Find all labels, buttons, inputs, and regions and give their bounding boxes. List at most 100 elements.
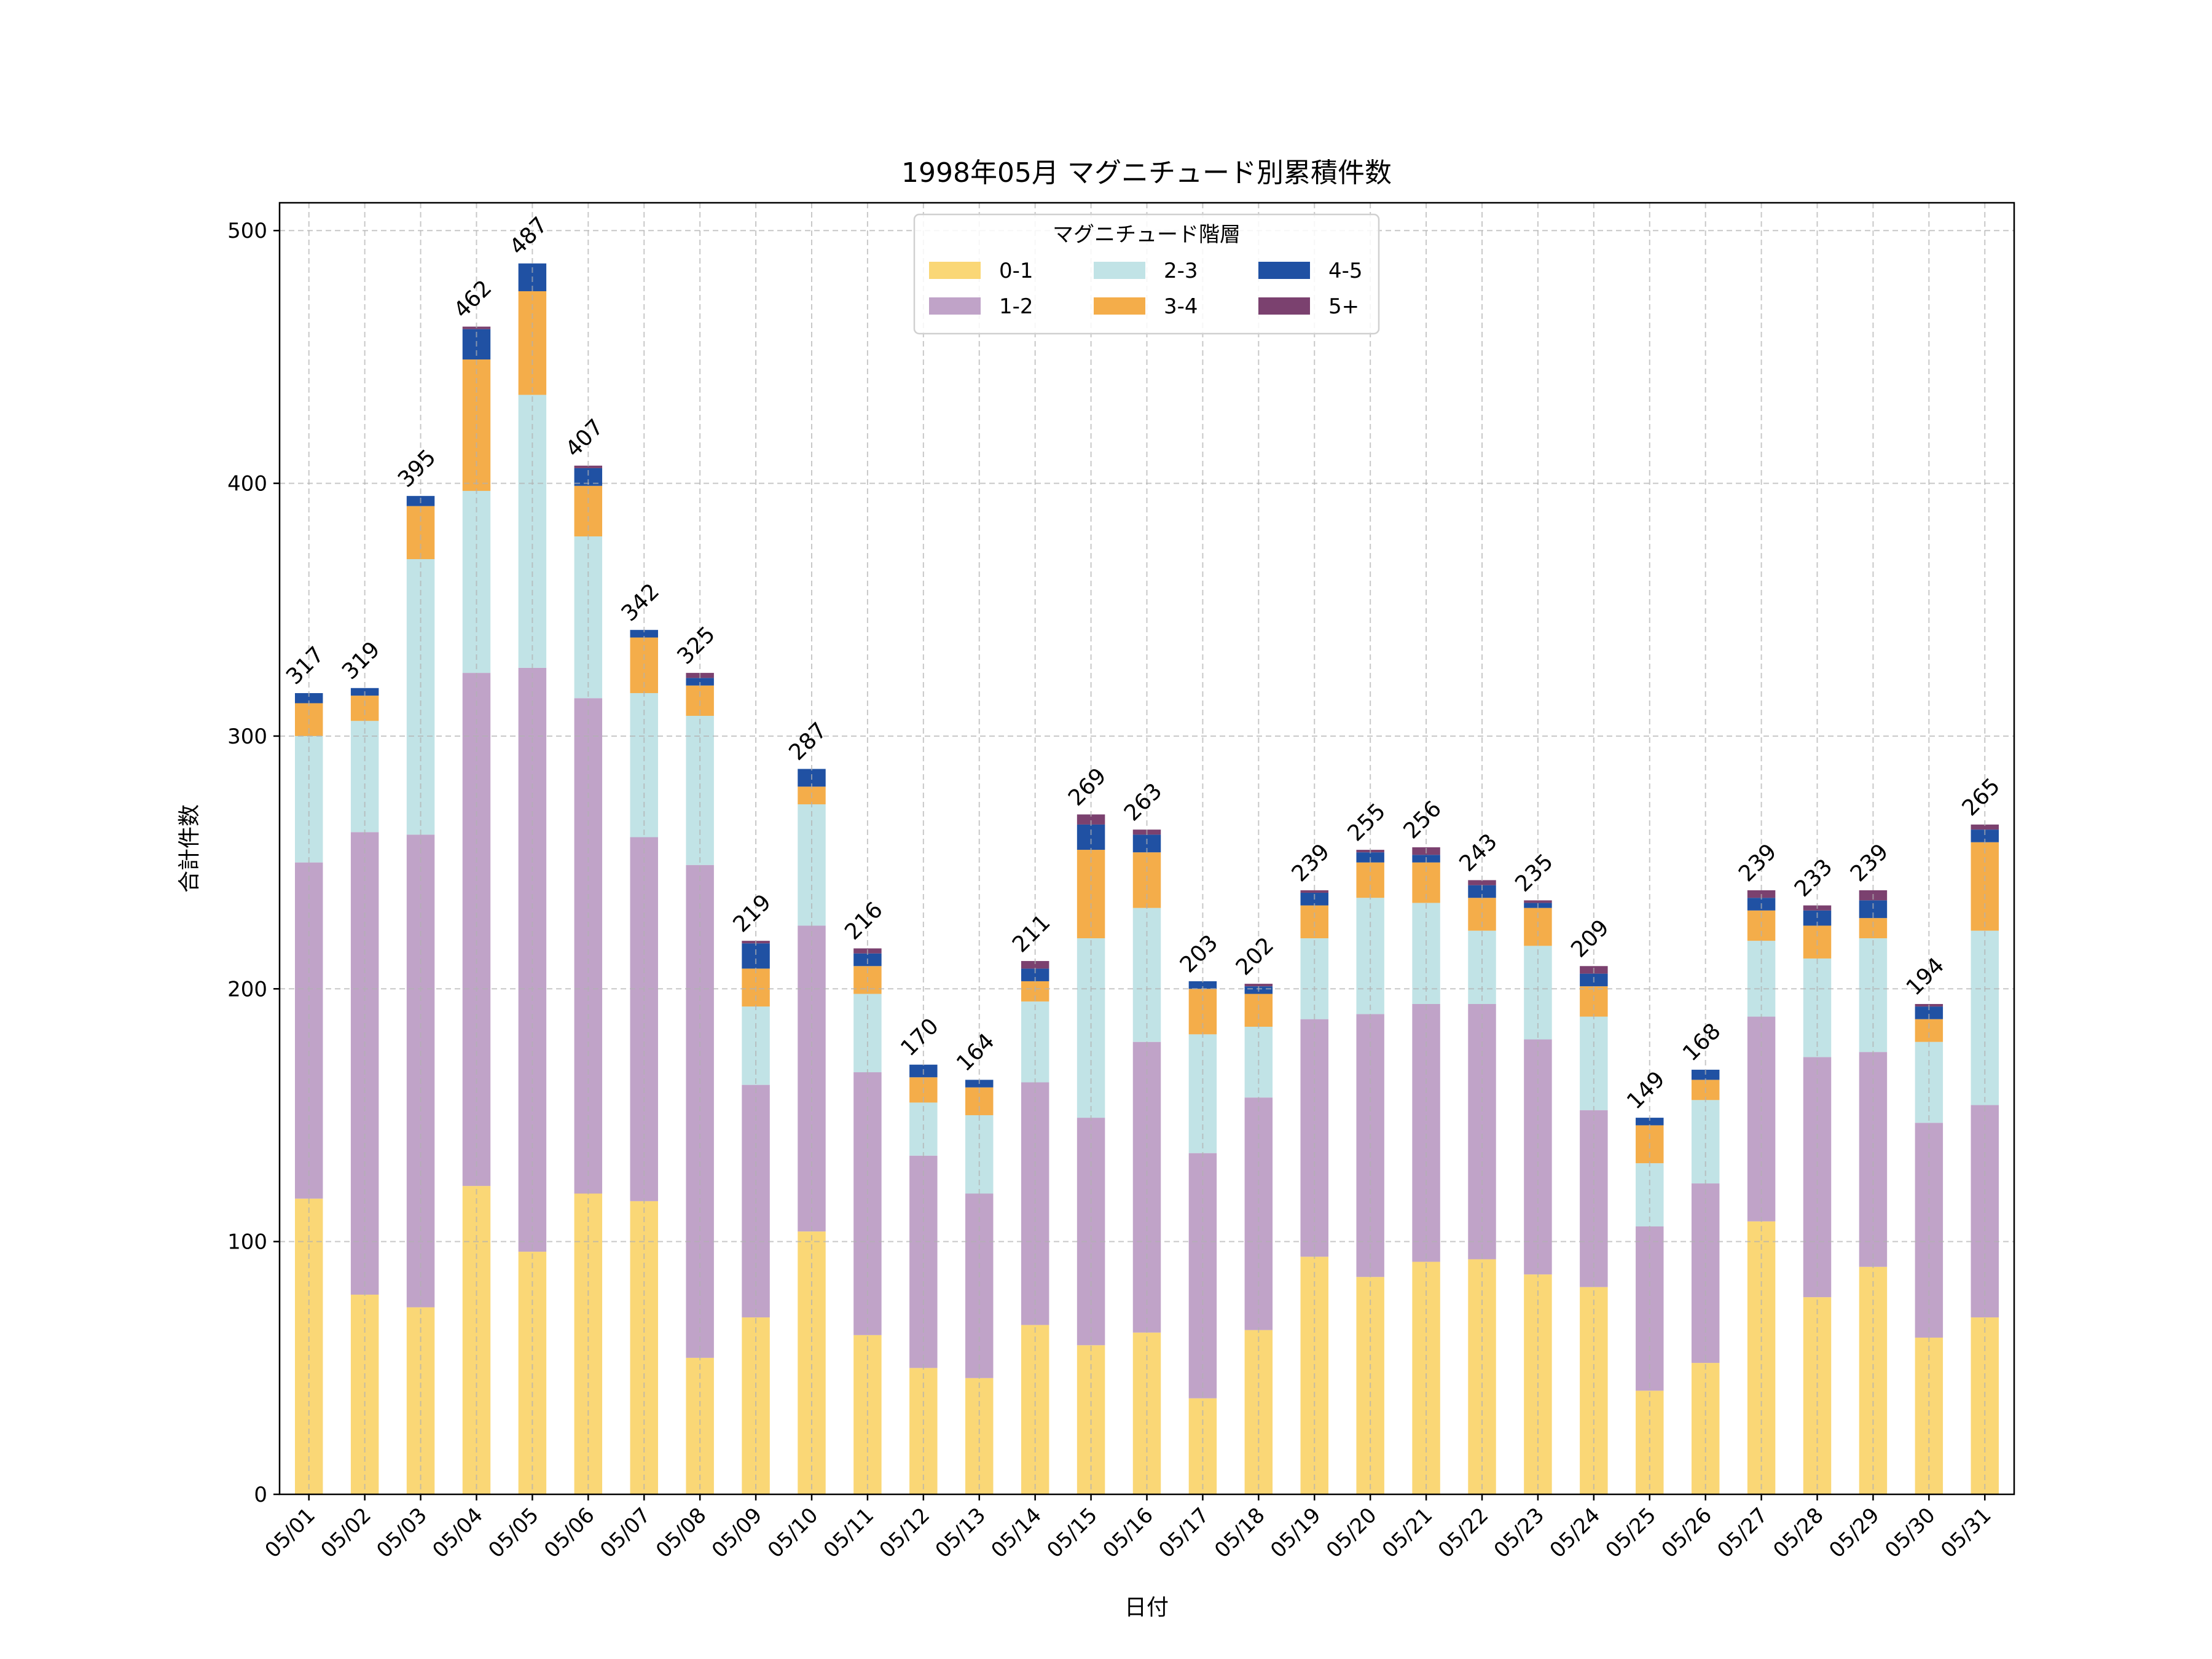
x-tick-label: 05/21 bbox=[1378, 1503, 1438, 1563]
legend-swatch-1-2 bbox=[929, 297, 981, 315]
legend-swatch-5+ bbox=[1258, 297, 1310, 315]
bar-segment-5+ bbox=[1300, 890, 1328, 893]
bar-segment-0-1 bbox=[574, 1193, 603, 1494]
total-label: 233 bbox=[1790, 854, 1838, 902]
x-tick-label: 05/09 bbox=[707, 1503, 767, 1563]
y-tick-label: 0 bbox=[254, 1483, 267, 1507]
x-tick-label: 05/29 bbox=[1824, 1503, 1885, 1563]
total-label: 265 bbox=[1958, 774, 2006, 822]
y-tick-label: 200 bbox=[227, 977, 267, 1002]
x-tick-label: 05/23 bbox=[1489, 1503, 1550, 1563]
bar-segment-4-5 bbox=[686, 678, 714, 686]
total-label: 462 bbox=[449, 275, 497, 323]
total-label: 194 bbox=[1902, 953, 1950, 1001]
bar-segment-4-5 bbox=[1077, 824, 1105, 850]
x-tick-label: 05/30 bbox=[1880, 1503, 1940, 1563]
legend: マグニチュード階層 0-1 1-2 2-3 3-4 4-5 5+ bbox=[913, 213, 1380, 335]
total-label: 325 bbox=[673, 622, 721, 670]
legend-swatch-4-5 bbox=[1258, 262, 1310, 279]
bar-segment-4-5 bbox=[295, 693, 323, 704]
legend-label: 4-5 bbox=[1328, 259, 1363, 283]
x-tick-label: 05/07 bbox=[595, 1503, 656, 1563]
total-label: 407 bbox=[561, 415, 609, 463]
bars bbox=[295, 263, 1999, 1494]
total-label: 239 bbox=[1734, 839, 1782, 887]
x-tick-label: 05/19 bbox=[1266, 1503, 1326, 1563]
bar-segment-2-3 bbox=[1691, 1100, 1720, 1184]
bar-segment-5+ bbox=[1244, 984, 1273, 987]
x-tick-label: 05/08 bbox=[651, 1503, 712, 1563]
x-tick-label: 05/10 bbox=[763, 1503, 823, 1563]
total-label: 255 bbox=[1343, 799, 1391, 847]
total-label: 317 bbox=[281, 642, 329, 690]
x-tick-label: 05/04 bbox=[428, 1503, 488, 1563]
x-tick-label: 05/14 bbox=[986, 1503, 1046, 1563]
x-tick-label: 05/31 bbox=[1936, 1503, 1996, 1563]
x-tick-label: 05/27 bbox=[1712, 1503, 1773, 1563]
bar-segment-4-5 bbox=[1636, 1118, 1664, 1126]
x-tick-label: 05/02 bbox=[316, 1503, 376, 1563]
x-tick-label: 05/15 bbox=[1042, 1503, 1102, 1563]
bar-segment-3-4 bbox=[1915, 1019, 1943, 1042]
x-tick-label: 05/12 bbox=[875, 1503, 935, 1563]
bar-segment-4-5 bbox=[1188, 981, 1217, 989]
total-label: 487 bbox=[505, 213, 553, 261]
x-axis: 05/0105/0205/0305/0405/0505/0605/0705/08… bbox=[261, 1494, 1996, 1563]
x-tick-label: 05/22 bbox=[1433, 1503, 1494, 1563]
bar-segment-5+ bbox=[574, 465, 603, 468]
total-label: 211 bbox=[1008, 910, 1056, 958]
chart-title: 1998年05月 マグニチュード別累積件数 bbox=[901, 157, 1392, 189]
x-axis-label: 日付 bbox=[1124, 1595, 1169, 1620]
x-tick-label: 05/05 bbox=[484, 1503, 544, 1563]
bar-segment-5+ bbox=[1468, 880, 1496, 885]
bar-segment-5+ bbox=[1971, 824, 1999, 830]
total-label: 219 bbox=[728, 890, 776, 938]
bar-segment-4-5 bbox=[1691, 1069, 1720, 1080]
bar-segment-1-2 bbox=[1132, 1041, 1161, 1333]
bar-segment-3-4 bbox=[350, 696, 379, 721]
x-tick-label: 05/25 bbox=[1601, 1503, 1661, 1563]
x-tick-label: 05/28 bbox=[1768, 1503, 1829, 1563]
total-label: 263 bbox=[1120, 779, 1167, 826]
legend-label: 0-1 bbox=[999, 259, 1033, 283]
bar-segment-5+ bbox=[1524, 900, 1552, 903]
bar-segment-1-2 bbox=[909, 1155, 938, 1368]
x-tick-label: 05/18 bbox=[1210, 1503, 1270, 1563]
x-tick-label: 05/16 bbox=[1098, 1503, 1158, 1563]
total-label: 269 bbox=[1064, 763, 1112, 811]
total-label: 164 bbox=[952, 1029, 1000, 1077]
total-label: 202 bbox=[1231, 933, 1279, 981]
x-tick-label: 05/13 bbox=[931, 1503, 991, 1563]
legend-swatch-3-4 bbox=[1094, 297, 1145, 315]
y-axis-label: 合計件数 bbox=[177, 804, 202, 893]
total-label: 319 bbox=[337, 637, 385, 685]
x-tick-label: 05/24 bbox=[1545, 1503, 1606, 1563]
total-label: 170 bbox=[896, 1013, 944, 1061]
grid bbox=[280, 203, 2014, 1495]
bar-segment-0-1 bbox=[798, 1231, 826, 1494]
bar-segment-5+ bbox=[1077, 814, 1105, 825]
bar-segment-1-2 bbox=[1859, 1052, 1888, 1267]
total-label: 235 bbox=[1510, 849, 1558, 897]
total-label: 216 bbox=[840, 897, 888, 945]
total-label: 287 bbox=[784, 718, 832, 766]
legend-swatch-2-3 bbox=[1094, 262, 1145, 279]
total-label: 149 bbox=[1622, 1067, 1670, 1115]
y-tick-label: 400 bbox=[227, 472, 267, 496]
legend-swatch-0-1 bbox=[929, 262, 981, 279]
total-label: 239 bbox=[1846, 839, 1894, 887]
total-label: 203 bbox=[1175, 930, 1223, 978]
bar-segment-1-2 bbox=[295, 862, 323, 1199]
bar-segment-4-5 bbox=[742, 943, 770, 969]
legend-label: 1-2 bbox=[999, 294, 1033, 319]
x-tick-label: 05/06 bbox=[539, 1503, 600, 1563]
x-tick-label: 05/11 bbox=[819, 1503, 879, 1563]
bar-segment-5+ bbox=[1021, 961, 1049, 969]
total-label: 239 bbox=[1287, 839, 1335, 887]
y-tick-label: 500 bbox=[227, 219, 267, 243]
x-tick-label: 05/26 bbox=[1657, 1503, 1717, 1563]
bar-segment-2-3 bbox=[1132, 908, 1161, 1042]
y-axis: 0 100 200 300 400 500 bbox=[227, 219, 280, 1507]
total-label: 168 bbox=[1678, 1019, 1726, 1067]
